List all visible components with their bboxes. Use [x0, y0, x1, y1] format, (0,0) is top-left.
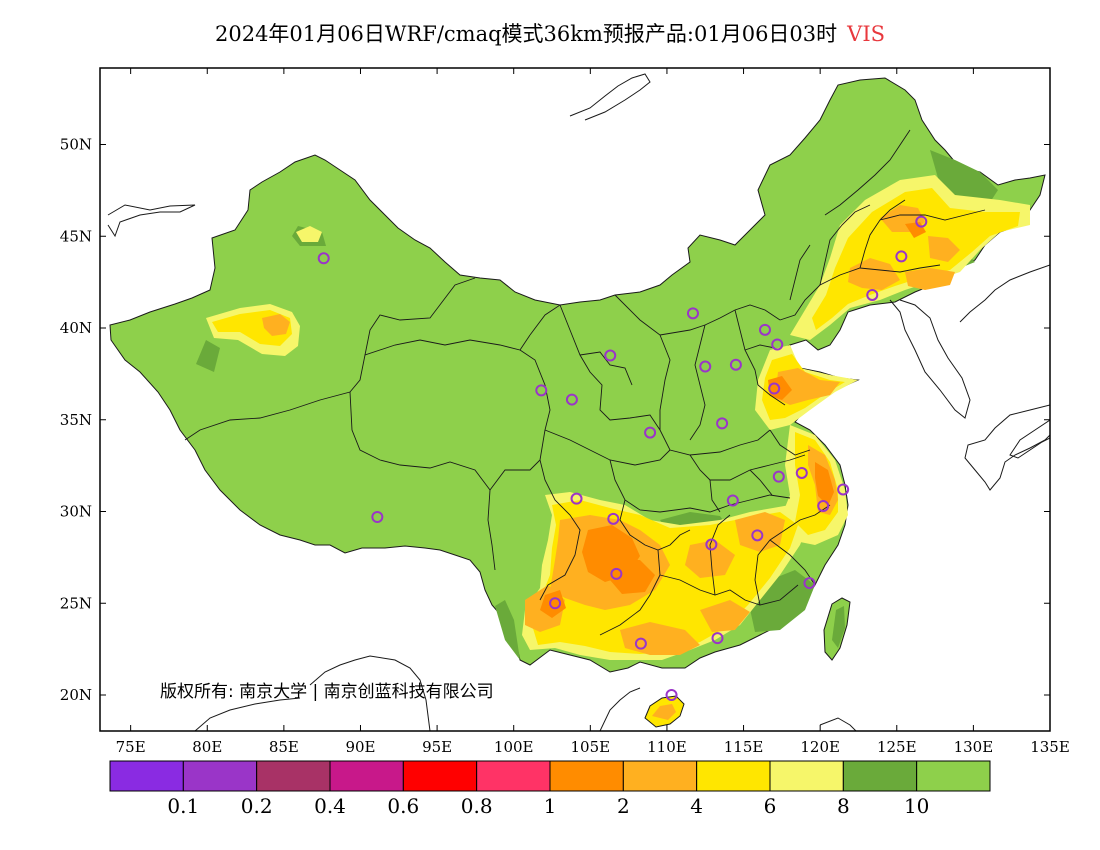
station-marker	[751, 529, 764, 542]
lon-label: 85E	[269, 738, 299, 756]
station-marker	[549, 597, 562, 610]
colorbar-label: 8	[837, 794, 850, 818]
lon-label: 75E	[116, 738, 146, 756]
neighbor-outlines	[107, 73, 1050, 731]
station-marker	[895, 250, 908, 263]
station-marker	[771, 338, 784, 351]
hainan-orange	[652, 704, 676, 720]
lat-label: 35N	[60, 411, 92, 429]
lon-label: 125E	[877, 738, 917, 756]
station-marker	[665, 689, 678, 701]
lon-label: 100E	[494, 738, 534, 756]
copyright-text: 版权所有: 南京大学 | 南京创蓝科技有限公司	[160, 682, 494, 702]
title-main: 2024年01月06日WRF/cmaq模式36km预报产品:01月06日03时	[214, 22, 838, 46]
station-marker	[915, 215, 928, 228]
lon-label: 80E	[192, 738, 222, 756]
station-marker	[317, 252, 330, 265]
map-frame-border	[99, 67, 1051, 732]
station-marker	[768, 382, 781, 395]
colorbar-swatch	[182, 760, 258, 792]
colorbar-swatch	[329, 760, 404, 792]
lon-label: 105E	[571, 738, 611, 756]
lat-label: 25N	[60, 594, 92, 612]
station-marker	[686, 307, 699, 320]
station-marker	[772, 470, 785, 483]
colorbar-swatch	[696, 760, 771, 792]
colorbar-label: 0.8	[461, 794, 493, 818]
station-marker	[817, 499, 830, 512]
colorbar-label: 10	[904, 794, 929, 818]
lon-label: 135E	[1030, 738, 1070, 756]
station-marker	[371, 511, 384, 524]
lat-label: 40N	[60, 319, 92, 337]
station-marker	[729, 358, 742, 371]
lat-label: 50N	[60, 136, 92, 154]
province-boundaries	[184, 129, 986, 636]
station-marker	[759, 323, 771, 336]
station-marker	[711, 632, 724, 645]
lon-label: 130E	[954, 738, 994, 756]
colorbar-label: 4	[690, 794, 703, 818]
station-marker	[607, 512, 620, 525]
colorbar-label: 0.4	[314, 794, 346, 818]
colorbar-swatch	[622, 760, 698, 792]
colorbar-swatch	[916, 760, 991, 792]
station-marker	[705, 538, 718, 551]
station-marker	[699, 360, 712, 373]
station-marker	[803, 577, 816, 590]
lon-label: 115E	[724, 738, 764, 756]
colorbar-swatch	[842, 760, 918, 792]
station-marker	[610, 567, 623, 580]
map-content	[107, 73, 1050, 731]
title-variable: VIS	[847, 22, 886, 46]
lat-label: 45N	[60, 227, 92, 245]
lon-label: 120E	[800, 738, 840, 756]
station-marker	[644, 426, 657, 439]
colorbar-swatch	[769, 760, 844, 792]
colorbar-label: 0.2	[241, 794, 273, 818]
station-marker	[795, 466, 808, 479]
longitude-axis: 75E 80E 85E 90E 95E 100E 105E 110E 115E 120E 125E 1…	[116, 68, 1070, 756]
station-marker	[837, 483, 850, 496]
lat-label: 20N	[60, 686, 92, 704]
lon-label: 95E	[422, 738, 452, 756]
station-marker	[604, 349, 617, 362]
colorbar-label: 2	[617, 794, 630, 818]
taiwan-dark	[832, 606, 845, 648]
colorbar-swatch	[476, 760, 551, 792]
colorbar-swatch	[109, 760, 184, 792]
station-markers	[317, 215, 928, 701]
colorbar-swatch	[549, 760, 624, 792]
colorbar-label: 0.1	[167, 794, 199, 818]
colorbar-swatch	[402, 760, 478, 792]
colorbar: 0.1 0.2 0.4 0.6 0.8 1 2 4 6 8 10	[109, 760, 991, 818]
station-marker	[565, 393, 578, 406]
station-marker	[634, 637, 647, 650]
lon-label: 110E	[647, 738, 687, 756]
station-marker	[570, 492, 583, 505]
colorbar-label: 0.6	[387, 794, 419, 818]
station-marker	[716, 417, 729, 430]
lat-label: 30N	[60, 503, 92, 521]
colorbar-label: 1	[544, 794, 557, 818]
colorbar-swatch	[256, 760, 331, 792]
colorbar-label: 6	[764, 794, 777, 818]
station-marker	[866, 288, 879, 301]
station-marker	[726, 494, 739, 507]
station-marker	[535, 384, 548, 397]
map-title: 2024年01月06日WRF/cmaq模式36km预报产品:01月06日03时 V…	[0, 18, 1100, 48]
latitude-axis: 50N 45N 40N 35N 30N 25N 20N	[60, 136, 1050, 704]
lon-label: 90E	[345, 738, 375, 756]
